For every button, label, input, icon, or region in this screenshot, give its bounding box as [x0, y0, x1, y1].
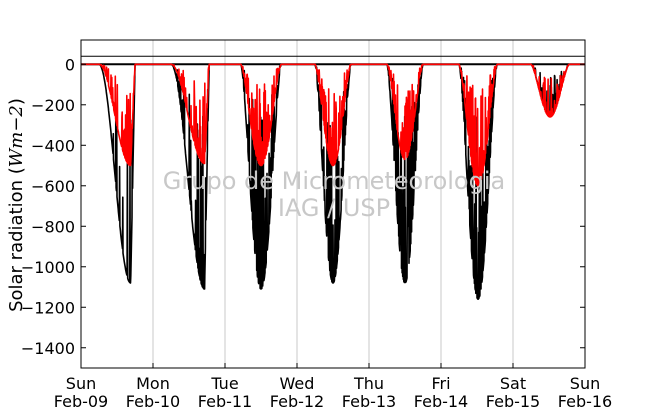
plot-frame: [80, 39, 586, 369]
y-tick-label: −400: [31, 136, 75, 155]
x-tick-label-day: Mon: [136, 374, 170, 393]
y-axis-label-math: Wm−2: [6, 105, 27, 167]
series-line-red: [80, 63, 586, 187]
x-tick-label-date: Feb-11: [198, 392, 252, 409]
y-tick-label: −1200: [21, 298, 75, 317]
y-tick-label: −1000: [21, 258, 75, 277]
x-tick-label-date: Feb-16: [558, 392, 612, 409]
x-axis: SunFeb-09MonFeb-10TueFeb-11WedFeb-12ThuF…: [54, 363, 612, 409]
x-tick-label-date: Feb-10: [126, 392, 180, 409]
y-axis-label-text: Solar radiation (: [6, 167, 27, 312]
x-tick-label-day: Sun: [66, 374, 96, 393]
reference-lines: [81, 55, 585, 66]
y-tick-label: −600: [31, 177, 75, 196]
y-tick-label: −1400: [21, 339, 75, 358]
watermark: Grupo de Micrometeorologia IAG / USP: [163, 167, 505, 222]
x-tick-label-date: Feb-12: [270, 392, 324, 409]
y-axis-label: Solar radiation (Wm−2): [6, 98, 27, 312]
x-tick-label-date: Feb-09: [54, 392, 108, 409]
x-tick-label-date: Feb-14: [414, 392, 468, 409]
x-tick-label-date: Feb-13: [342, 392, 396, 409]
x-tick-label-day: Tue: [210, 374, 238, 393]
y-tick-label: −200: [31, 96, 75, 115]
x-tick-label-day: Thu: [353, 374, 384, 393]
y-tick-label: 0: [65, 55, 75, 74]
x-tick-label-day: Wed: [280, 374, 315, 393]
grid-lines: [152, 40, 514, 368]
x-tick-label-day: Fri: [431, 374, 450, 393]
y-tick-label: −800: [31, 217, 75, 236]
x-tick-label-day: Sun: [570, 374, 600, 393]
x-tick-label-day: Sat: [500, 374, 526, 393]
series-layer: [80, 63, 586, 301]
watermark-line-1: Grupo de Micrometeorologia: [163, 167, 505, 195]
watermark-line-2: IAG / USP: [278, 194, 390, 222]
x-tick-label-date: Feb-15: [486, 392, 540, 409]
y-axis: 0 −200 −400 −600 −800 −1000 −1200 −1400: [21, 55, 585, 358]
y-axis-label-close: ): [6, 98, 27, 105]
